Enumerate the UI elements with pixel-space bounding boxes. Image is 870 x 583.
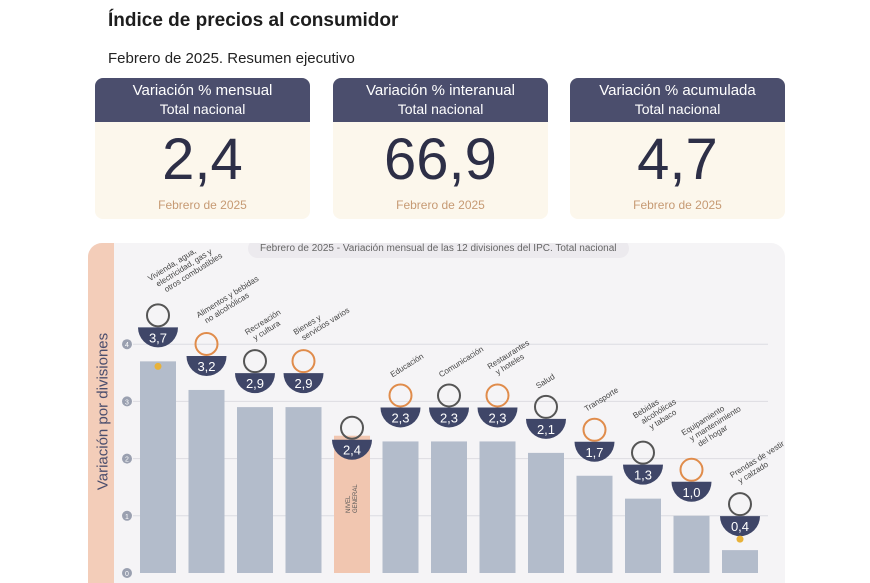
y-tick-dot <box>122 339 132 350</box>
y-tick-dot <box>122 453 132 464</box>
value-bowl <box>235 373 275 394</box>
y-tick-dot <box>122 510 132 521</box>
category-label: Equipamientoy mantenimientodel hogar <box>680 396 748 452</box>
category-label: Prendas de vestiry calzado <box>728 439 785 487</box>
value-label: 2,4 <box>343 443 361 458</box>
value-label: 3,7 <box>149 330 167 345</box>
value-bowl <box>671 481 712 502</box>
value-bowl <box>283 373 324 394</box>
value-label: 2,9 <box>294 376 312 391</box>
bar <box>237 407 273 573</box>
category-icon <box>437 383 461 408</box>
value-bowl <box>429 407 469 428</box>
category-icon <box>388 383 413 408</box>
category-icon <box>679 457 704 482</box>
y-tick-dot <box>122 568 132 578</box>
category-icon <box>340 415 364 440</box>
y-tick-label: 4 <box>125 342 129 349</box>
value-bowl <box>623 464 663 485</box>
card-scope: Total nacional <box>397 101 484 117</box>
category-icon <box>291 349 316 374</box>
card-value: 2,4 <box>162 127 243 192</box>
value-label: 2,3 <box>391 410 409 425</box>
bar <box>140 361 176 573</box>
value-label: 1,7 <box>585 445 603 460</box>
card-title: Variación % acumulada <box>599 82 756 99</box>
y-tick-label: 2 <box>125 457 129 464</box>
axis-strip <box>88 243 114 583</box>
category-label: Salud <box>534 372 556 390</box>
y-tick-label: 1 <box>125 514 129 521</box>
chart-title: Febrero de 2025 - Variación mensual de l… <box>248 243 629 258</box>
value-label: 2,9 <box>246 376 264 391</box>
card-scope: Total nacional <box>159 101 246 117</box>
y-tick-dot <box>122 396 132 407</box>
bar <box>382 441 419 573</box>
card-value: 4,7 <box>637 127 718 192</box>
category-icon <box>243 349 267 374</box>
marker-dot <box>736 535 744 543</box>
general-level-label: NIVELGENERAL <box>346 484 359 513</box>
category-icon <box>485 383 510 408</box>
bar-chart: 0 1 2 3 4 3,7 Vivienda, agua,electricidad, gas… <box>122 243 785 578</box>
page-subtitle: Febrero de 2025. Resumen ejecutivo <box>108 50 355 67</box>
value-label: 1,0 <box>682 485 700 500</box>
card-period: Febrero de 2025 <box>396 198 485 212</box>
category-label: Transporte <box>583 385 621 413</box>
value-bowl <box>574 441 615 462</box>
category-icon <box>631 440 655 465</box>
value-bowl <box>477 407 518 428</box>
bar <box>576 475 613 573</box>
value-label: 1,3 <box>634 468 652 483</box>
value-bowl <box>526 418 566 439</box>
card-yearly: Variación % interanual Total nacional 66,… <box>333 78 548 219</box>
chart-panel: Variación por divisiones 0 1 2 3 4 3,7 Viviend… <box>88 243 785 583</box>
bar <box>188 389 225 573</box>
value-bowl <box>186 355 227 376</box>
bar <box>722 550 758 573</box>
category-icon <box>146 303 170 328</box>
category-label: Bebidasalcohólicasy tabaco <box>631 390 682 436</box>
value-label: 0,4 <box>731 519 749 534</box>
value-label: 2,3 <box>440 410 458 425</box>
card-title: Variación % mensual <box>132 82 273 99</box>
value-bowl <box>332 439 372 460</box>
value-bowl <box>720 516 760 537</box>
category-icon <box>534 394 558 419</box>
value-bowl <box>380 407 421 428</box>
category-label: Recreacióny cultura <box>243 308 287 345</box>
value-label: 2,3 <box>488 410 506 425</box>
category-label: Bienes yservicios varios <box>292 298 351 344</box>
card-period: Febrero de 2025 <box>158 198 247 212</box>
bar <box>625 498 661 573</box>
bar <box>673 515 710 573</box>
category-label: Comunicación <box>437 345 485 380</box>
category-icon <box>194 331 219 356</box>
bar <box>528 452 564 573</box>
card-accumulated: Variación % acumulada Total nacional 4,7 … <box>570 78 785 219</box>
y-tick-label: 3 <box>125 399 129 406</box>
bar <box>285 407 322 573</box>
value-label: 3,2 <box>197 359 215 374</box>
card-monthly: Variación % mensual Total nacional 2,4 Fe… <box>95 78 310 219</box>
value-bowl <box>138 327 178 348</box>
category-label: Vivienda, agua,electricidad, gas yotros … <box>146 243 224 298</box>
category-label: Educación <box>389 352 425 379</box>
category-label: Alimentos y bebidasno alcohólicas <box>195 274 265 327</box>
value-label: 2,1 <box>537 422 555 437</box>
card-scope: Total nacional <box>634 101 721 117</box>
bar <box>479 441 516 573</box>
marker-dot <box>154 362 162 370</box>
category-icon <box>582 417 607 442</box>
card-value: 66,9 <box>384 127 497 192</box>
page-title: Índice de precios al consumidor <box>108 10 399 31</box>
bar <box>431 441 467 573</box>
card-period: Febrero de 2025 <box>633 198 722 212</box>
card-title: Variación % interanual <box>366 82 515 99</box>
category-icon <box>728 492 752 517</box>
y-tick-label: 0 <box>125 571 129 578</box>
